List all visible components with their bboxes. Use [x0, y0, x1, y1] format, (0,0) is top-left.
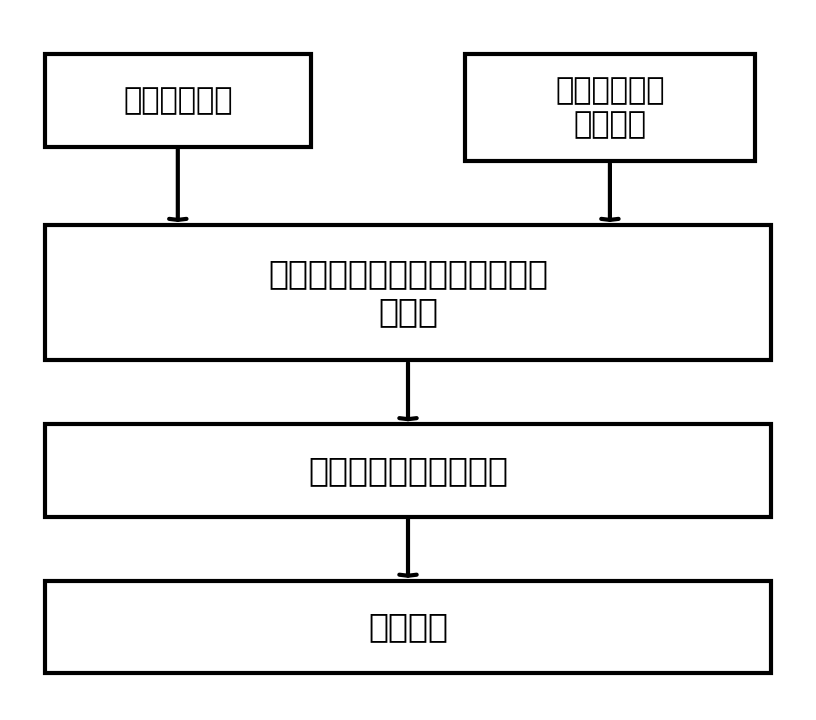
- Text: 分析杨梅生长发育指标并提取建
模参数: 分析杨梅生长发育指标并提取建 模参数: [268, 257, 548, 328]
- Text: 采集气象数据: 采集气象数据: [123, 86, 233, 114]
- FancyBboxPatch shape: [45, 225, 771, 360]
- Text: 模型检验: 模型检验: [368, 611, 448, 644]
- FancyBboxPatch shape: [464, 54, 756, 161]
- FancyBboxPatch shape: [45, 424, 771, 516]
- Text: 测量杨梅生长
发育数据: 测量杨梅生长 发育数据: [555, 76, 665, 139]
- FancyBboxPatch shape: [45, 580, 771, 673]
- FancyBboxPatch shape: [45, 54, 311, 146]
- Text: 构建杨梅果实生长模型: 构建杨梅果实生长模型: [308, 454, 508, 487]
